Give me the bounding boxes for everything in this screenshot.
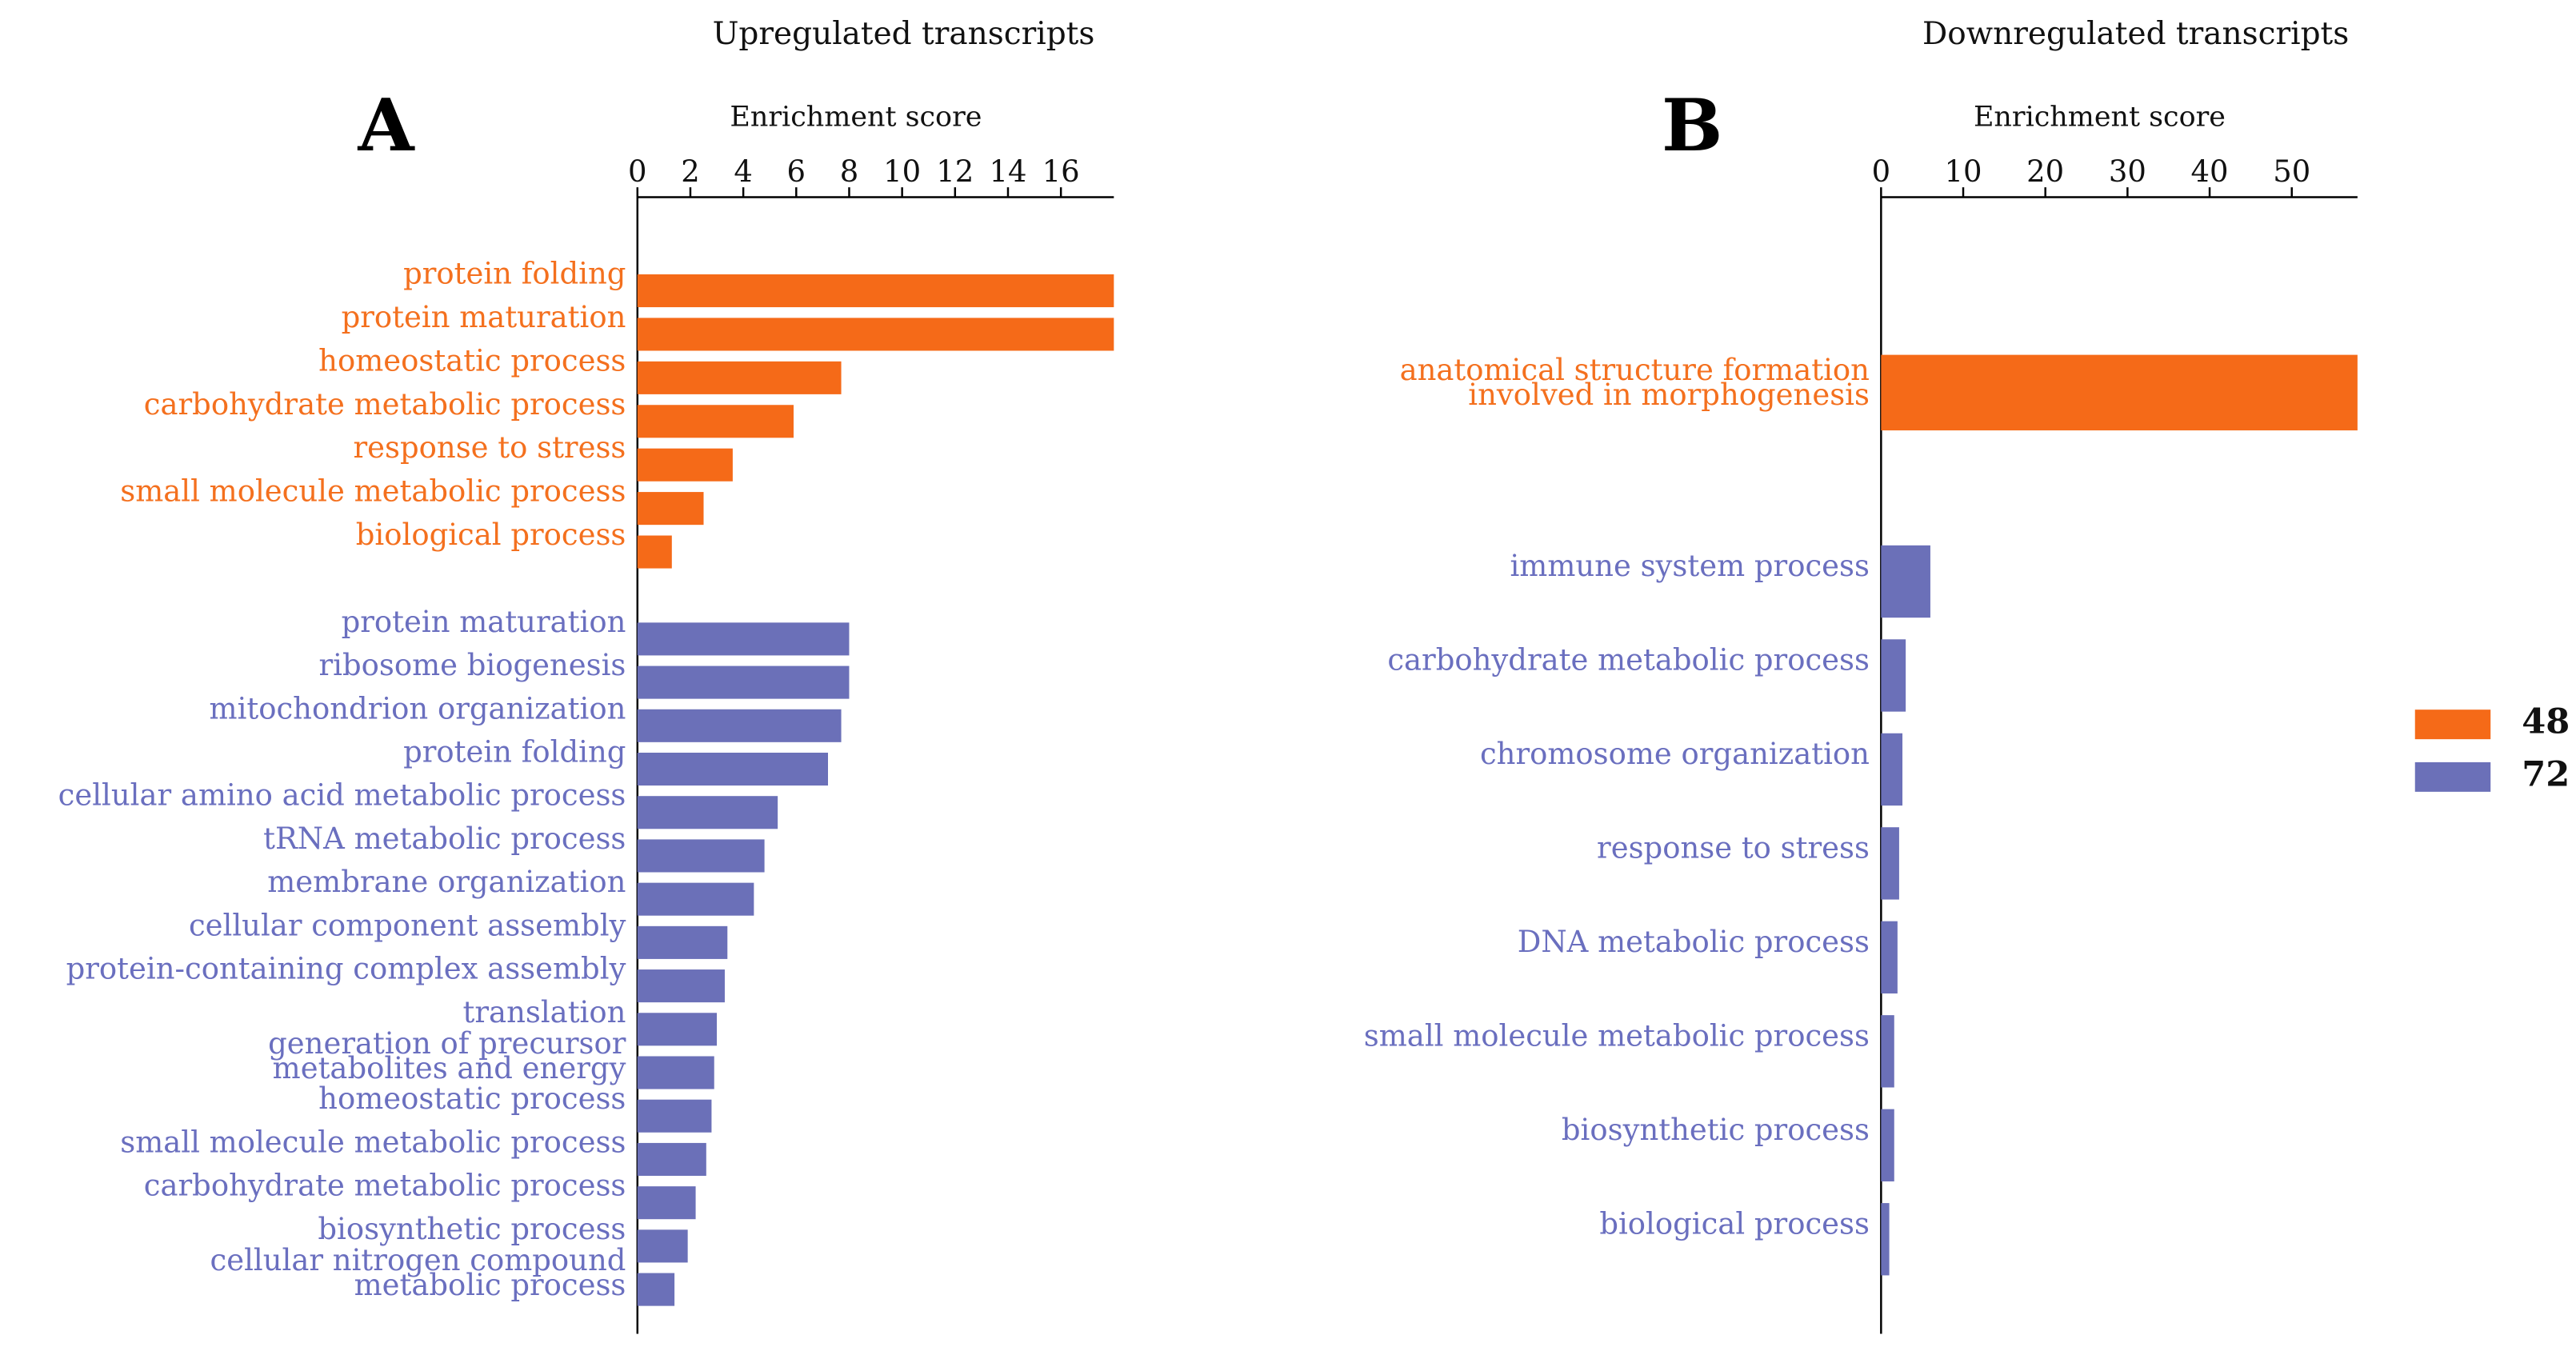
category-label: homeostatic process	[318, 1081, 626, 1116]
x-tick-label: 10	[1945, 154, 1982, 189]
category-label: carbohydrate metabolic process	[1387, 643, 1870, 678]
x-tick-label: 0	[1872, 154, 1891, 189]
category-label: anatomical structure formation involved i…	[1400, 353, 1870, 412]
bar	[1881, 1203, 1890, 1276]
bar	[637, 969, 725, 1003]
x-tick-label: 20	[2026, 154, 2064, 189]
bar	[637, 1273, 675, 1306]
category-label: cellular amino acid metabolic process	[58, 778, 626, 813]
category-label: mitochondrion organization	[210, 691, 626, 725]
bar	[637, 1229, 688, 1263]
legend-swatch	[2414, 761, 2491, 792]
panel-label: B	[1662, 83, 1722, 168]
bar	[1881, 1109, 1894, 1181]
x-tick-label: 10	[883, 154, 921, 189]
x-tick-label: 14	[989, 154, 1026, 189]
bar	[637, 796, 778, 829]
bar	[637, 839, 765, 873]
category-label: carbohydrate metabolic process	[144, 387, 626, 422]
category-label: protein folding	[403, 735, 626, 769]
category-label: tRNA metabolic process	[263, 821, 626, 856]
category-label: biosynthetic process	[318, 1212, 626, 1246]
category-label: biological process	[1599, 1206, 1870, 1241]
category-label: chromosome organization	[1480, 737, 1870, 771]
category-label: protein-containing complex assembly	[66, 952, 626, 986]
bar	[637, 1142, 706, 1176]
chart-title: Downregulated transcripts	[1922, 16, 2349, 52]
category-label: biosynthetic process	[1562, 1113, 1870, 1147]
category-label: protein folding	[403, 257, 626, 291]
x-tick-label: 2	[681, 154, 700, 189]
x-tick-label: 50	[2273, 154, 2310, 189]
x-tick-label: 4	[734, 154, 753, 189]
bar	[637, 274, 1114, 308]
category-label: small molecule metabolic process	[1364, 1018, 1870, 1053]
x-tick-label: 8	[840, 154, 859, 189]
category-label: protein maturation	[342, 300, 626, 334]
bar	[637, 1056, 714, 1089]
category-label: response to stress	[354, 430, 626, 465]
category-label: ribosome biogenesis	[318, 648, 626, 682]
category-label: small molecule metabolic process	[120, 1125, 626, 1159]
bar	[637, 622, 850, 656]
bar	[1881, 1015, 1894, 1088]
category-label: biological process	[356, 518, 626, 552]
category-label: membrane organization	[267, 865, 626, 899]
bar	[1881, 545, 1930, 618]
bar	[1881, 827, 1899, 900]
bar	[1881, 733, 1903, 806]
bar	[1881, 354, 2358, 431]
category-label: homeostatic process	[318, 343, 626, 378]
category-label: small molecule metabolic process	[120, 474, 626, 509]
bar	[637, 1013, 718, 1046]
category-label: cellular nitrogen compound metabolic proc…	[210, 1243, 626, 1302]
bar	[1881, 921, 1898, 994]
axis-title: Enrichment score	[1974, 101, 2226, 133]
bar	[637, 361, 842, 394]
x-tick-label: 12	[936, 154, 974, 189]
bar	[637, 405, 794, 438]
legend-swatch	[2414, 709, 2491, 740]
category-label: carbohydrate metabolic process	[144, 1169, 626, 1203]
panel-label: A	[358, 83, 416, 168]
bar	[637, 709, 842, 742]
bar	[637, 318, 1114, 351]
bar	[637, 925, 728, 959]
x-tick-label: 16	[1042, 154, 1080, 189]
category-label: response to stress	[1597, 830, 1870, 865]
x-tick-label: 30	[2109, 154, 2146, 189]
bar	[637, 1099, 712, 1133]
category-label: protein maturation	[342, 605, 626, 639]
category-label: immune system process	[1510, 549, 1869, 583]
chart-title: Upregulated transcripts	[713, 16, 1095, 52]
bar	[637, 448, 733, 482]
bar	[637, 752, 828, 786]
category-label: generation of precursor metabolites and e…	[268, 1026, 626, 1085]
axis-title: Enrichment score	[730, 101, 982, 133]
category-label: DNA metabolic process	[1518, 925, 1870, 959]
bar	[637, 492, 704, 526]
x-tick-label: 0	[628, 154, 647, 189]
bar	[637, 882, 754, 916]
bar	[637, 1186, 696, 1220]
bar	[637, 666, 850, 699]
legend-label: 72	[2522, 754, 2570, 794]
x-tick-label: 6	[787, 154, 806, 189]
category-label: cellular component assembly	[189, 908, 626, 942]
category-label: translation	[463, 995, 626, 1029]
x-tick-label: 40	[2191, 154, 2229, 189]
bar	[1881, 639, 1906, 712]
bar	[637, 535, 672, 569]
legend-label: 48	[2522, 702, 2570, 742]
